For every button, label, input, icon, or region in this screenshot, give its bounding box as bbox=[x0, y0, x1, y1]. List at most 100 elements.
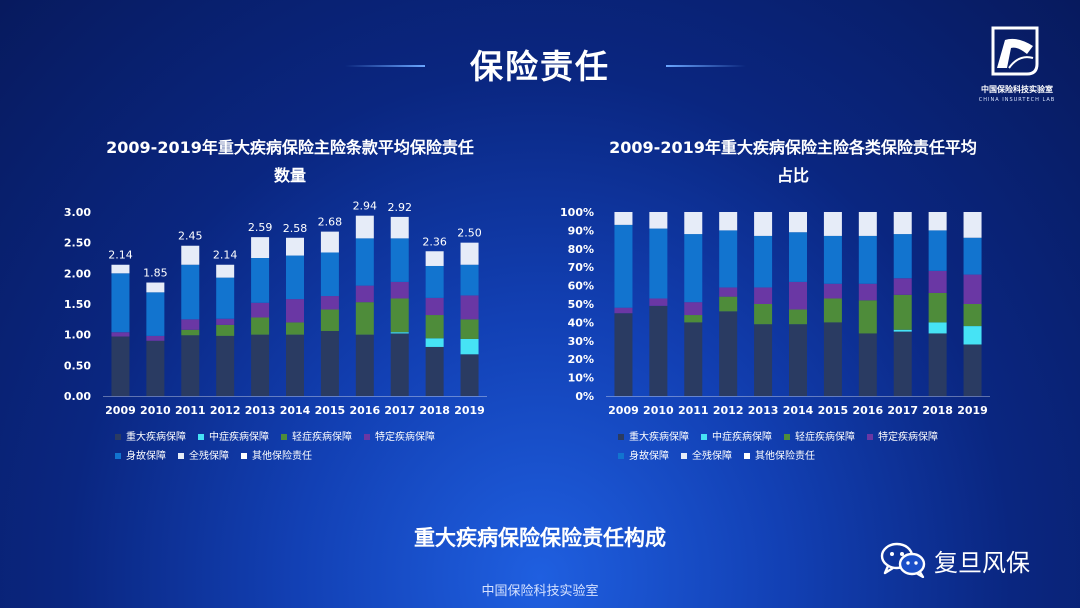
bar-segment bbox=[111, 332, 130, 337]
data-label: 2.92 bbox=[387, 201, 412, 214]
x-tick-label: 2018 bbox=[419, 404, 450, 417]
bar-segment bbox=[719, 287, 738, 297]
bar-segment bbox=[460, 354, 479, 396]
legend-label: 轻症疾病保障 bbox=[292, 432, 352, 443]
bar-segment bbox=[963, 274, 982, 304]
legend-swatch bbox=[618, 434, 624, 440]
chart-title: 2009-2019年重大疾病保险主险条款平均保险责任数量 bbox=[106, 138, 474, 185]
bar-segment bbox=[181, 329, 200, 336]
x-tick-label: 2019 bbox=[957, 404, 988, 417]
x-tick-label: 2018 bbox=[922, 404, 953, 417]
bar-segment bbox=[286, 255, 304, 300]
y-tick-label: 60% bbox=[568, 280, 594, 293]
y-tick-label: 90% bbox=[568, 224, 594, 237]
legend-label: 全残保障 bbox=[189, 451, 229, 462]
legend-label: 重大疾病保障 bbox=[126, 432, 186, 443]
bar-segment bbox=[425, 297, 444, 316]
legend-item: 中症疾病保障 bbox=[701, 428, 772, 447]
x-tick-label: 2009 bbox=[608, 404, 639, 417]
bar-segment bbox=[928, 322, 947, 334]
bar-segment bbox=[649, 228, 668, 299]
legend-swatch bbox=[178, 453, 184, 459]
bar-segment bbox=[425, 251, 444, 266]
bar-segment bbox=[928, 212, 947, 231]
chart-legend: 重大疾病保障 中症疾病保障 轻症疾病保障 特定疾病保障身故保障 全残保障 其他保险责任 bbox=[115, 428, 465, 466]
x-tick-label: 2016 bbox=[350, 404, 381, 417]
data-label: 2.59 bbox=[248, 221, 273, 234]
bar-segment bbox=[649, 305, 668, 396]
legend-item: 其他保险责任 bbox=[241, 447, 312, 466]
x-tick-label: 2009 bbox=[105, 404, 136, 417]
bar-segment bbox=[789, 324, 807, 396]
legend-item: 身故保障 bbox=[115, 447, 166, 466]
bar-segment bbox=[893, 278, 912, 295]
bar-segment bbox=[928, 270, 947, 293]
bar-segment bbox=[823, 298, 842, 323]
bar-segment bbox=[425, 265, 444, 298]
bar-segment bbox=[928, 292, 947, 323]
bar-segment bbox=[286, 299, 304, 323]
bar-segment bbox=[251, 258, 270, 303]
data-label: 2.36 bbox=[422, 235, 447, 248]
x-tick-label: 2012 bbox=[713, 404, 744, 417]
y-tick-label: 100% bbox=[560, 206, 594, 219]
y-tick-label: 0.50 bbox=[64, 359, 91, 372]
bar-segment bbox=[754, 212, 773, 236]
data-label: 2.14 bbox=[213, 249, 238, 262]
bar-segment bbox=[823, 283, 842, 299]
bar-segment bbox=[928, 230, 947, 271]
bar-segment bbox=[320, 231, 339, 253]
legend-label: 其他保险责任 bbox=[755, 451, 815, 462]
bar-segment bbox=[251, 237, 270, 258]
y-tick-label: 30% bbox=[568, 335, 594, 348]
legend-item: 中症疾病保障 bbox=[198, 428, 269, 447]
legend-item: 重大疾病保障 bbox=[618, 428, 689, 447]
bar-segment bbox=[390, 281, 409, 299]
legend-item: 全残保障 bbox=[178, 447, 229, 466]
bar-segment bbox=[146, 282, 165, 293]
bar-segment bbox=[181, 264, 200, 320]
legend-swatch bbox=[364, 434, 370, 440]
bar-segment bbox=[719, 296, 738, 312]
legend-label: 身故保障 bbox=[629, 451, 669, 462]
legend-item: 特定疾病保障 bbox=[364, 428, 435, 447]
bar-segment bbox=[251, 334, 270, 396]
legend-swatch bbox=[618, 453, 624, 459]
bar-segment bbox=[111, 336, 130, 396]
x-tick-label: 2017 bbox=[384, 404, 415, 417]
bar-segment bbox=[320, 296, 339, 310]
legend-label: 重大疾病保障 bbox=[629, 432, 689, 443]
y-tick-label: 0.00 bbox=[64, 390, 91, 403]
bar-segment bbox=[963, 304, 982, 327]
bar-segment bbox=[684, 302, 703, 316]
legend-item: 全残保障 bbox=[681, 447, 732, 466]
logo-name-cn: 中国保险科技实验室 bbox=[981, 85, 1053, 94]
x-tick-label: 2013 bbox=[245, 404, 276, 417]
bar-segment bbox=[963, 237, 982, 275]
x-tick-label: 2017 bbox=[887, 404, 918, 417]
y-tick-label: 2.00 bbox=[64, 267, 91, 280]
bar-segment bbox=[858, 333, 877, 396]
y-tick-label: 50% bbox=[568, 298, 594, 311]
bar-segment bbox=[320, 330, 339, 396]
x-tick-label: 2013 bbox=[748, 404, 779, 417]
bar-segment bbox=[286, 322, 304, 335]
bar-segment bbox=[146, 340, 165, 396]
bar-segment bbox=[614, 313, 633, 396]
bar-segment bbox=[684, 315, 703, 323]
bar-segment bbox=[684, 322, 703, 396]
liability-share-chart: 2009-2019年重大疾病保险主险各类保险责任平均占比 0% 10% 20% 30%… bbox=[548, 130, 1008, 470]
legend-swatch bbox=[115, 434, 121, 440]
bar-segment bbox=[216, 264, 235, 278]
y-tick-label: 2.50 bbox=[64, 237, 91, 250]
legend-label: 其他保险责任 bbox=[252, 451, 312, 462]
bar-segment bbox=[789, 212, 807, 233]
bar-segment bbox=[719, 212, 738, 231]
avg-liability-count-chart: 2009-2019年重大疾病保险主险条款平均保险责任数量 0.00 0.50 1.0… bbox=[45, 130, 505, 470]
insurtech-lab-logo-icon bbox=[991, 26, 1039, 76]
bar-segment bbox=[286, 334, 304, 396]
bar-segment bbox=[216, 318, 235, 325]
legend-swatch bbox=[867, 434, 873, 440]
bar-segment bbox=[858, 235, 877, 284]
bar-segment bbox=[963, 326, 982, 345]
